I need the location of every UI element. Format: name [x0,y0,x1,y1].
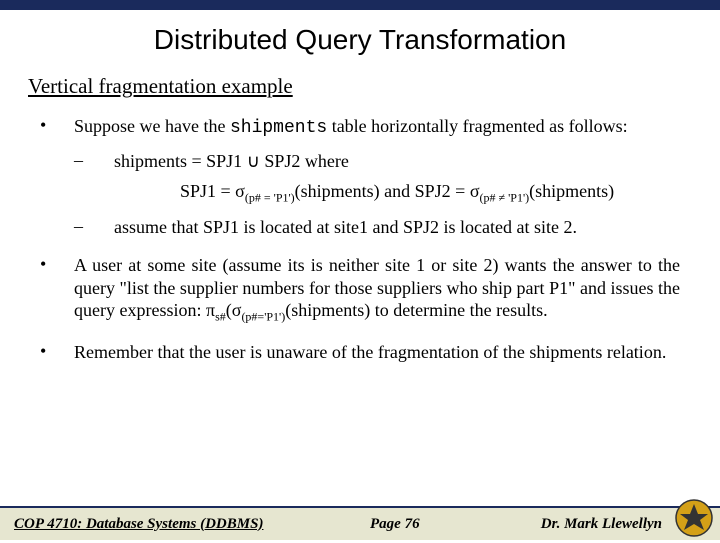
footer-author: Dr. Mark Llewellyn [541,516,662,533]
bullet-1: • Suppose we have the shipments table ho… [40,115,680,140]
ucf-logo-icon [674,498,714,538]
formula-c: (shipments) [529,181,614,201]
b1-sub1: s# [215,310,226,324]
b0-mono: shipments [230,118,327,138]
formula-line: SPJ1 = σ(p# = 'P1')(shipments) and SPJ2 … [180,180,680,206]
footer-bar: COP 4710: Database Systems (DDBMS) Page … [0,506,720,540]
b0-tail: table horizontally fragmented as follows… [327,116,627,136]
b0-a: Suppose we have the [74,116,230,136]
bullet-mark: • [40,115,74,140]
sub-bullet-2: – assume that SPJ1 is located at site1 a… [74,216,680,239]
content-area: • Suppose we have the shipments table ho… [40,115,680,363]
bullet-1-text: Suppose we have the shipments table hori… [74,115,628,140]
top-band [0,0,720,10]
formula-sub1: (p# = 'P1') [245,191,295,205]
footer-page: Page 76 [370,516,420,533]
b1-b: (σ [226,300,242,320]
bullet-mark: • [40,341,74,364]
slide-title: Distributed Query Transformation [0,24,720,56]
sub-bullet-2-text: assume that SPJ1 is located at site1 and… [114,216,577,239]
sub-bullet-1-text: shipments = SPJ1 ∪ SPJ2 where [114,150,349,173]
bullet-3-text: Remember that the user is unaware of the… [74,341,666,364]
footer-course: COP 4710: Database Systems (DDBMS) [14,516,263,533]
sub-bullet-mark: – [74,150,114,173]
bullet-2: • A user at some site (assume its is nei… [40,254,680,325]
union-symbol: ∪ [247,151,260,171]
sub0-b: SPJ2 where [260,151,349,171]
bullet-mark: • [40,254,74,325]
b1-c: (shipments) to determine the results. [285,300,547,320]
formula-b: (shipments) and SPJ2 = σ [295,181,480,201]
sub-bullet-1: – shipments = SPJ1 ∪ SPJ2 where [74,150,680,173]
formula-a: SPJ1 = σ [180,181,245,201]
b1-sub2: (p#='P1') [241,310,285,324]
subheading: Vertical fragmentation example [28,74,720,99]
sub-bullet-mark: – [74,216,114,239]
bullet-2-text: A user at some site (assume its is neith… [74,254,680,325]
bullet-3: • Remember that the user is unaware of t… [40,341,680,364]
formula-sub2: (p# ≠ 'P1') [480,191,530,205]
sub0-a: shipments = SPJ1 [114,151,247,171]
